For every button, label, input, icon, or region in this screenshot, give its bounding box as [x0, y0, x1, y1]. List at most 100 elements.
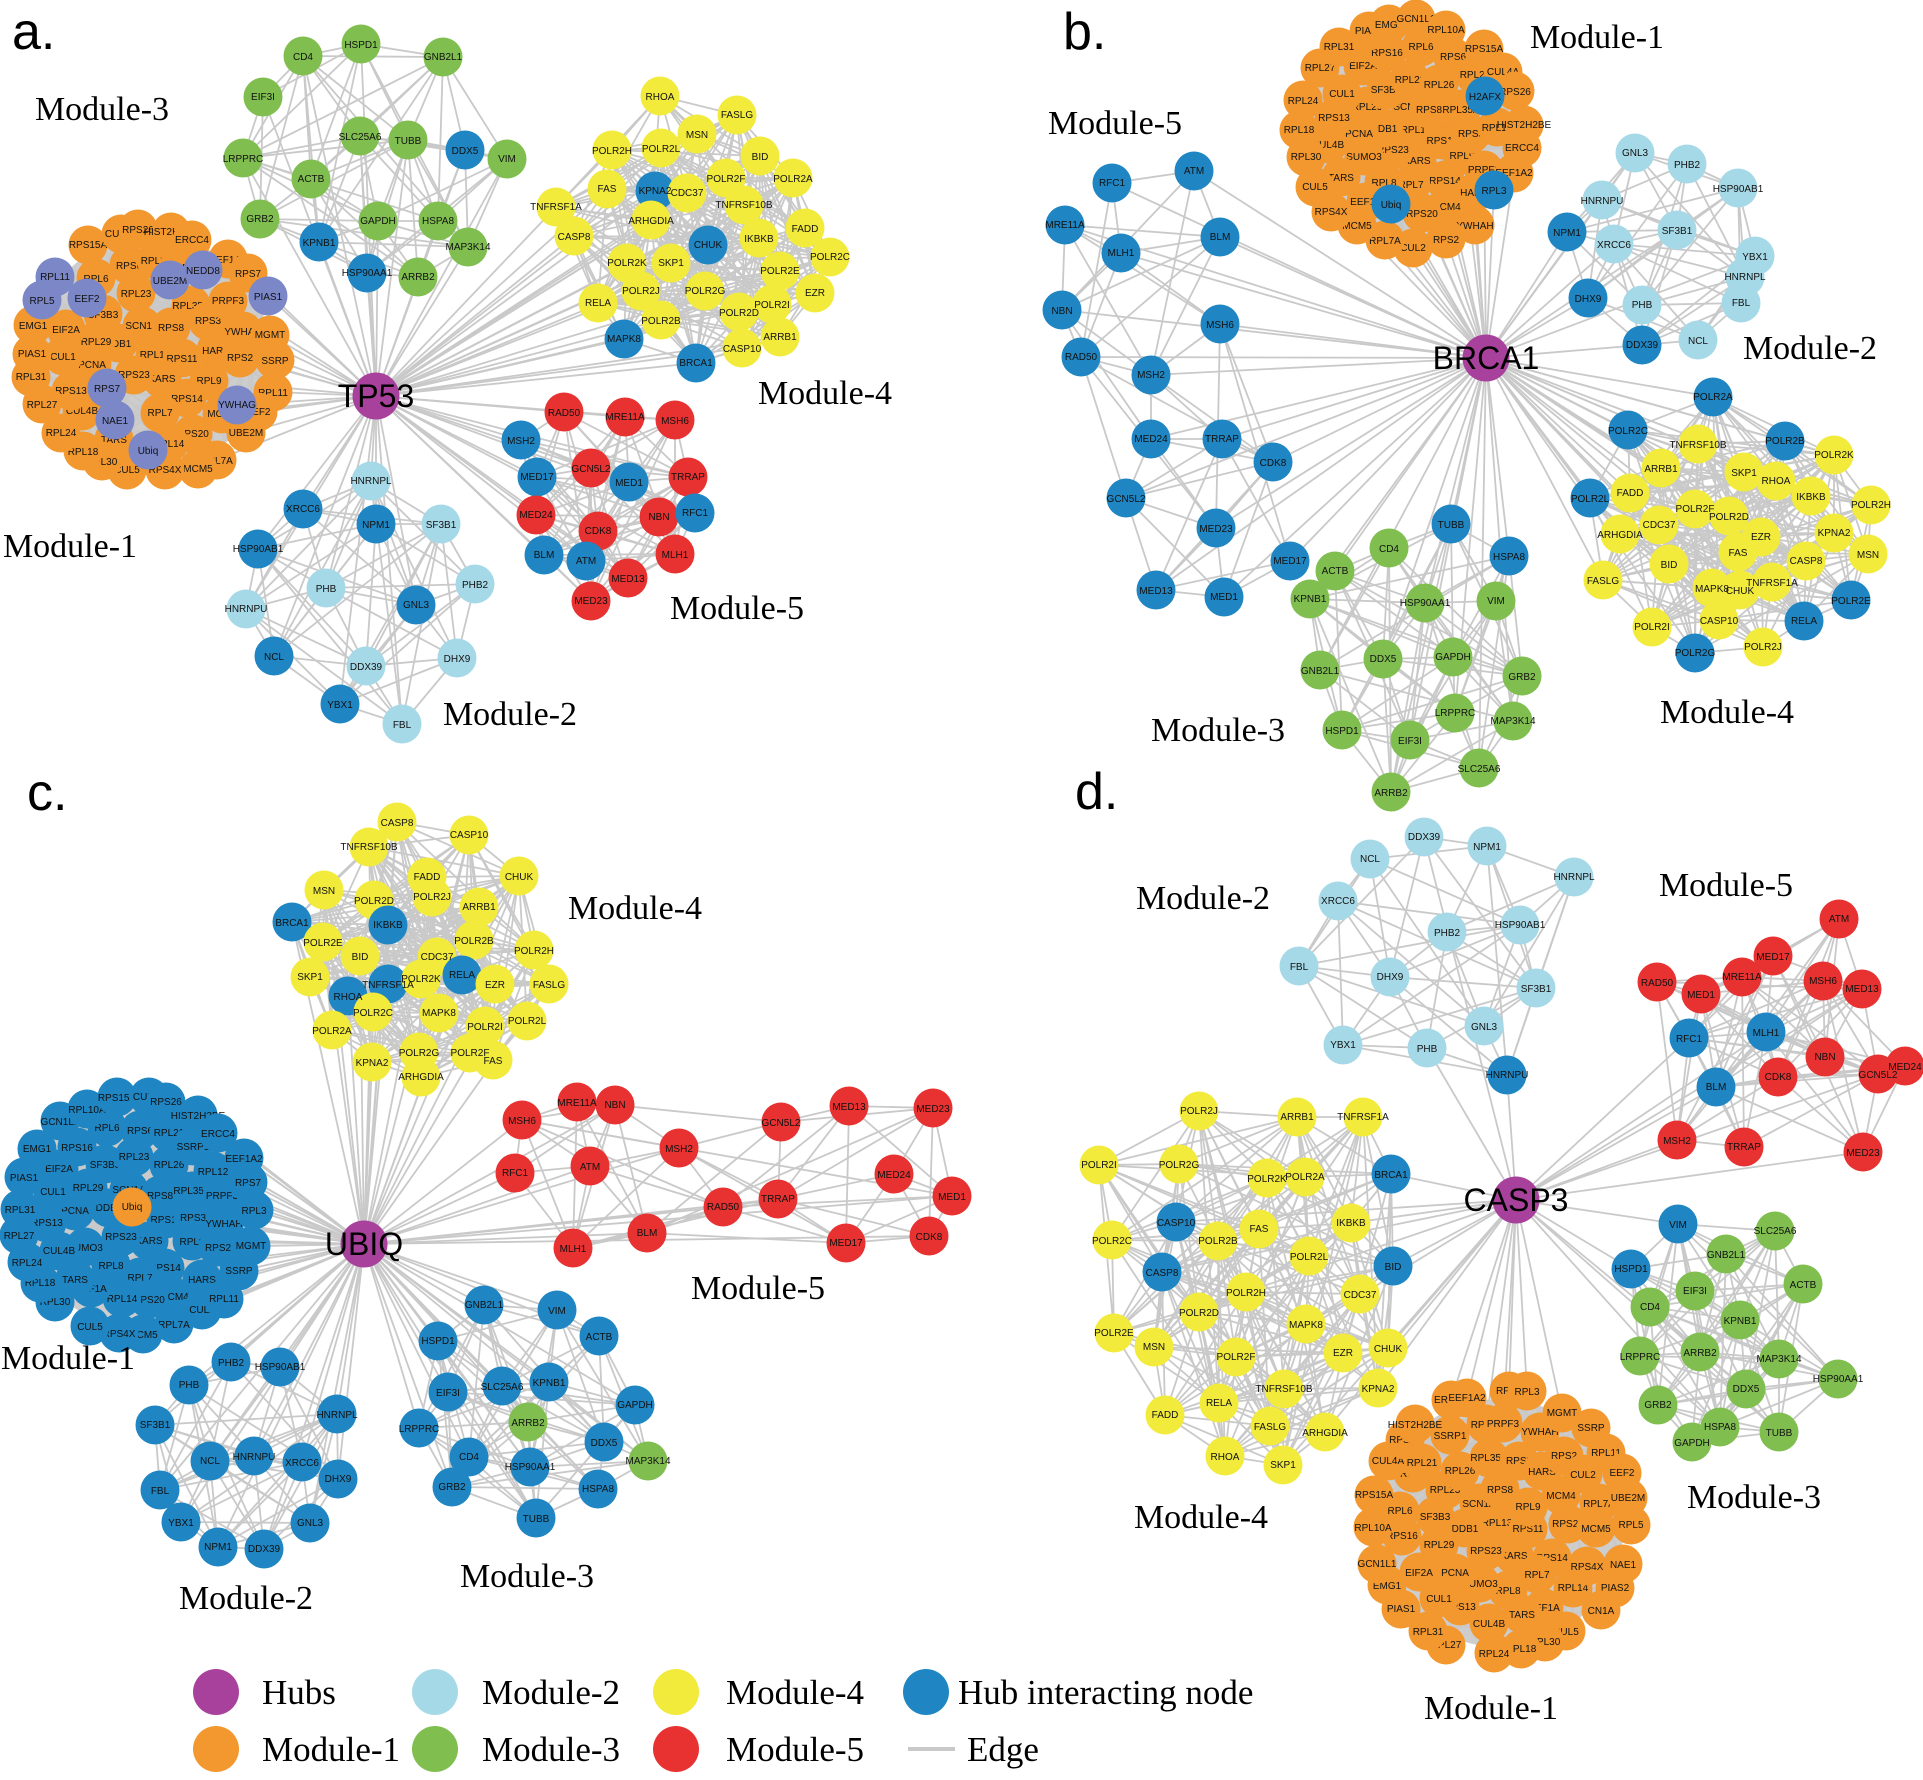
svg-text:SF3B1: SF3B1: [1662, 226, 1693, 237]
svg-text:GRB2: GRB2: [438, 1482, 466, 1493]
svg-text:LRPPRC: LRPPRC: [223, 154, 264, 165]
svg-text:RPS15A: RPS15A: [69, 240, 108, 251]
svg-text:HNRNPU: HNRNPU: [1581, 196, 1624, 207]
svg-text:POLR2I: POLR2I: [1634, 622, 1670, 633]
svg-text:CASP10: CASP10: [1700, 616, 1739, 627]
svg-text:MSH6: MSH6: [1206, 320, 1234, 331]
svg-text:RPL8: RPL8: [98, 1261, 123, 1272]
svg-text:RPL23: RPL23: [119, 1152, 150, 1163]
svg-text:RPL29: RPL29: [1424, 1540, 1455, 1551]
svg-text:RELA: RELA: [585, 298, 611, 309]
svg-text:HSP90AB1: HSP90AB1: [1713, 184, 1764, 195]
svg-text:MLH1: MLH1: [1108, 248, 1135, 259]
svg-text:DDX5: DDX5: [452, 146, 479, 157]
svg-text:RPS13: RPS13: [1318, 113, 1350, 124]
svg-text:YBX1: YBX1: [1742, 252, 1768, 263]
svg-text:Module-1: Module-1: [1, 1340, 135, 1377]
svg-text:SSRP1: SSRP1: [1434, 1431, 1467, 1442]
svg-text:MED24: MED24: [877, 1170, 911, 1181]
svg-text:POLR2G: POLR2G: [399, 1048, 440, 1059]
svg-text:PIAS1: PIAS1: [1387, 1604, 1416, 1615]
svg-text:POLR2E: POLR2E: [1831, 596, 1871, 607]
svg-text:LRPPRC: LRPPRC: [1620, 1352, 1661, 1363]
svg-text:RPL12: RPL12: [198, 1167, 229, 1178]
svg-text:POLR2H: POLR2H: [592, 146, 632, 157]
svg-text:EMG1: EMG1: [19, 321, 48, 332]
svg-text:DDX39: DDX39: [350, 662, 383, 673]
svg-text:FAS: FAS: [598, 184, 617, 195]
svg-text:BID: BID: [352, 952, 369, 963]
svg-text:TARS: TARS: [1509, 1610, 1535, 1621]
svg-text:Module-4: Module-4: [726, 1673, 864, 1712]
svg-text:GAPDH: GAPDH: [617, 1400, 653, 1411]
svg-text:CHUK: CHUK: [1374, 1344, 1403, 1355]
svg-text:PHB: PHB: [1417, 1044, 1438, 1055]
svg-text:PRPF3: PRPF3: [212, 296, 245, 307]
svg-text:HNRNPU: HNRNPU: [225, 604, 268, 615]
svg-text:CUL2: CUL2: [1570, 1470, 1596, 1481]
svg-text:TNFRSF10B: TNFRSF10B: [715, 200, 773, 211]
svg-text:KPNB1: KPNB1: [533, 1378, 566, 1389]
svg-text:RPL10A: RPL10A: [1427, 25, 1465, 36]
svg-text:Ubiq: Ubiq: [138, 446, 159, 457]
svg-text:MED1: MED1: [1210, 592, 1238, 603]
svg-text:EEF2: EEF2: [74, 294, 99, 305]
svg-text:CUL4B: CUL4B: [43, 1246, 76, 1257]
svg-text:PHB2: PHB2: [1674, 160, 1701, 171]
svg-text:MGMT: MGMT: [236, 1241, 267, 1252]
svg-text:SF3B1: SF3B1: [140, 1420, 171, 1431]
svg-text:BLM: BLM: [1210, 232, 1231, 243]
svg-text:GAPDH: GAPDH: [1435, 652, 1471, 663]
svg-text:NCL: NCL: [1360, 854, 1380, 865]
svg-text:RPL3: RPL3: [1481, 186, 1506, 197]
svg-text:EIF3I: EIF3I: [251, 92, 275, 103]
svg-text:RPL24: RPL24: [46, 428, 77, 439]
svg-text:KPNB1: KPNB1: [1724, 1316, 1757, 1327]
svg-text:POLR2A: POLR2A: [312, 1026, 352, 1037]
svg-text:CDC37: CDC37: [1643, 520, 1676, 531]
svg-text:RPS20: RPS20: [1406, 209, 1438, 220]
svg-text:RPL27: RPL27: [4, 1231, 35, 1242]
svg-text:HSP90AA1: HSP90AA1: [1813, 1374, 1864, 1385]
svg-text:CUL4B: CUL4B: [1473, 1619, 1506, 1630]
svg-text:POLR2F: POLR2F: [1217, 1352, 1256, 1363]
svg-text:FASLG: FASLG: [533, 980, 565, 991]
svg-text:DHX9: DHX9: [1377, 972, 1404, 983]
svg-text:Module-1: Module-1: [3, 528, 137, 565]
svg-text:HSP90AA1: HSP90AA1: [1400, 598, 1451, 609]
svg-text:HSPA8: HSPA8: [582, 1484, 614, 1495]
svg-text:ATM: ATM: [1829, 914, 1849, 925]
svg-text:POLR2E: POLR2E: [760, 266, 800, 277]
svg-text:a.: a.: [12, 3, 55, 61]
svg-text:RPL14: RPL14: [107, 1294, 138, 1305]
svg-text:POLR2D: POLR2D: [354, 896, 394, 907]
svg-text:TRRAP: TRRAP: [761, 1194, 795, 1205]
svg-text:ARHGDIA: ARHGDIA: [628, 216, 674, 227]
svg-text:RHOA: RHOA: [646, 92, 675, 103]
svg-text:Module-3: Module-3: [482, 1730, 620, 1769]
svg-text:Module-3: Module-3: [1687, 1479, 1821, 1516]
svg-text:KPNA2: KPNA2: [1362, 1384, 1395, 1395]
svg-text:RPL5: RPL5: [1618, 1520, 1643, 1531]
svg-text:HNRNPL: HNRNPL: [350, 476, 392, 487]
svg-text:Module-5: Module-5: [691, 1270, 825, 1307]
svg-text:HSPA8: HSPA8: [1704, 1422, 1736, 1433]
svg-text:EZR: EZR: [1333, 1348, 1353, 1359]
svg-text:POLR2J: POLR2J: [413, 892, 451, 903]
svg-text:TNFRSF10B: TNFRSF10B: [1255, 1384, 1313, 1395]
svg-text:Module-4: Module-4: [758, 375, 892, 412]
svg-text:RPS3: RPS3: [180, 1213, 207, 1224]
svg-text:ARRB2: ARRB2: [1374, 788, 1408, 799]
svg-text:TNFRSF10B: TNFRSF10B: [340, 842, 398, 853]
svg-text:NBN: NBN: [648, 512, 669, 523]
svg-text:RPS7: RPS7: [94, 384, 121, 395]
svg-text:MLH1: MLH1: [1753, 1028, 1780, 1039]
svg-text:Module-2: Module-2: [1136, 880, 1270, 917]
svg-text:HSP90AB1: HSP90AB1: [255, 1362, 306, 1373]
svg-text:TUBB: TUBB: [523, 1514, 550, 1525]
svg-text:IKBKB: IKBKB: [1336, 1218, 1366, 1229]
svg-text:SKP1: SKP1: [658, 258, 684, 269]
svg-text:RHOA: RHOA: [1211, 1452, 1240, 1463]
svg-text:MCM4: MCM4: [1546, 1491, 1576, 1502]
svg-text:CASP10: CASP10: [1157, 1218, 1196, 1229]
